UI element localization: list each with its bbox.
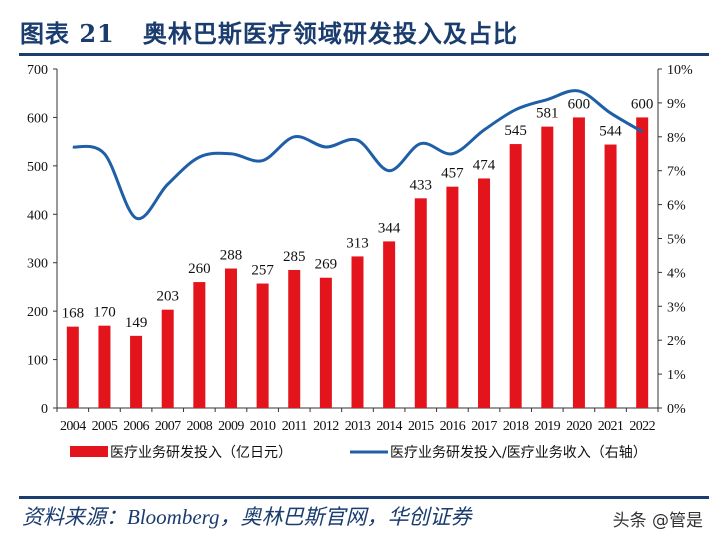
right-tick-label: 7%	[667, 165, 686, 180]
x-tick-label: 2016	[440, 419, 466, 434]
right-tick-label: 6%	[667, 199, 686, 214]
bar	[319, 277, 332, 408]
bar	[288, 269, 301, 408]
bar-data-label: 600	[631, 96, 654, 112]
bar-data-label: 149	[125, 315, 148, 331]
bar	[636, 117, 649, 408]
legend-bar-label: 医疗业务研发投入（亿日元）	[110, 445, 292, 461]
bar-data-label: 313	[346, 235, 369, 251]
x-tick-label: 2013	[345, 419, 371, 434]
right-tick-label: 4%	[667, 266, 686, 281]
chart-title: 图表 21 奥林巴斯医疗领域研发投入及占比	[20, 19, 518, 48]
bar-data-label: 168	[62, 306, 85, 322]
title-rule	[19, 53, 709, 56]
bar	[161, 309, 174, 408]
right-tick-label: 8%	[667, 131, 686, 146]
bar	[383, 241, 396, 408]
x-tick-label: 2007	[155, 419, 181, 434]
left-tick-label: 100	[27, 354, 48, 369]
bar-data-label: 581	[536, 106, 559, 122]
right-tick-label: 2%	[667, 334, 686, 349]
bar	[224, 268, 237, 408]
right-tick-label: 10%	[667, 63, 693, 78]
bar	[66, 326, 79, 408]
bar	[414, 198, 427, 408]
x-tick-label: 2010	[250, 419, 276, 434]
right-tick-label: 0%	[667, 402, 686, 417]
x-tick-label: 2012	[313, 419, 339, 434]
x-tick-label: 2009	[218, 419, 244, 434]
bar-data-label: 285	[283, 249, 306, 265]
bar	[446, 186, 459, 408]
x-tick-label: 2011	[282, 419, 308, 434]
right-tick-label: 9%	[667, 97, 686, 112]
right-tick-label: 5%	[667, 233, 686, 248]
x-tick-label: 2014	[376, 419, 402, 434]
x-tick-label: 2005	[92, 419, 118, 434]
bar-data-label: 457	[441, 166, 464, 182]
legend-bar-swatch	[70, 446, 108, 457]
left-tick-label: 400	[27, 208, 48, 223]
source-note: 资料来源：Bloomberg，奥林巴斯官网，华创证券	[22, 505, 472, 529]
x-tick-label: 2019	[534, 419, 560, 434]
bar	[509, 144, 522, 409]
bar-data-label: 600	[568, 96, 591, 112]
bar	[351, 256, 364, 408]
left-tick-label: 200	[27, 305, 48, 320]
bar-data-label: 170	[93, 305, 116, 321]
bar	[572, 117, 585, 408]
left-tick-label: 700	[27, 63, 48, 78]
bar-data-label: 474	[473, 157, 496, 173]
x-tick-label: 2022	[629, 419, 655, 434]
bar	[604, 144, 617, 408]
bar-data-label: 288	[220, 248, 243, 264]
left-tick-label: 0	[41, 402, 48, 417]
bar-data-label: 344	[378, 220, 401, 236]
bar-data-label: 433	[410, 177, 433, 193]
bar	[193, 282, 206, 408]
bar-data-label: 260	[188, 261, 211, 277]
x-tick-label: 2006	[123, 419, 149, 434]
x-tick-label: 2008	[187, 419, 213, 434]
bar	[98, 325, 111, 408]
bar-data-label: 545	[504, 123, 527, 139]
bar-data-label: 269	[315, 257, 338, 273]
x-tick-label: 2020	[566, 419, 592, 434]
x-tick-label: 2021	[598, 419, 624, 434]
footer-rule	[19, 496, 709, 499]
bar	[541, 126, 554, 408]
right-tick-label: 3%	[667, 300, 686, 315]
bar	[478, 178, 491, 408]
x-tick-label: 2015	[408, 419, 434, 434]
bar	[256, 283, 269, 408]
bar-data-label: 544	[599, 124, 622, 140]
left-tick-label: 500	[27, 160, 48, 175]
bar-data-label: 203	[156, 289, 179, 305]
x-tick-label: 2018	[503, 419, 529, 434]
right-tick-label: 1%	[667, 368, 686, 383]
x-tick-label: 2004	[60, 419, 86, 434]
bar-data-label: 257	[251, 263, 274, 279]
x-tick-label: 2017	[471, 419, 497, 434]
legend-line-label: 医疗业务研发投入/医疗业务收入（右轴）	[390, 445, 647, 461]
bar	[130, 335, 143, 408]
left-tick-label: 600	[27, 111, 48, 126]
chart: 0 100 200 300 400 500 600 700 0% 1% 2% 3% 4% 5% 6% 7% 8%…	[27, 63, 693, 461]
watermark: 头条 @管是	[612, 511, 703, 531]
left-tick-label: 300	[27, 257, 48, 272]
